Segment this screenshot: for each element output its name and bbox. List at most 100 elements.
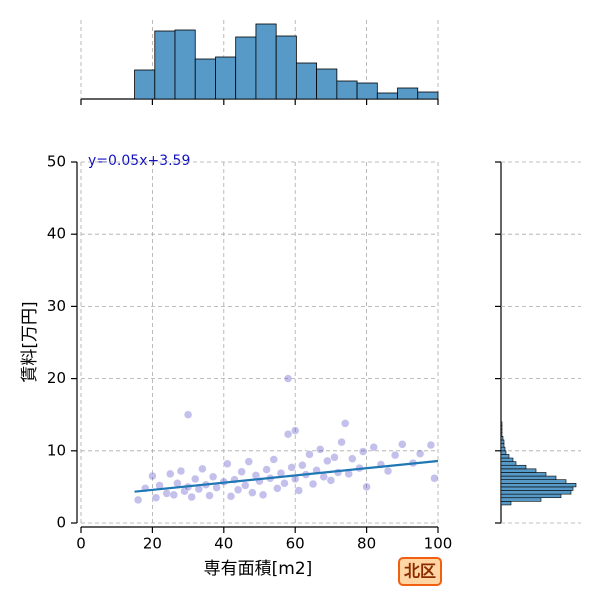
point: [248, 488, 257, 497]
point: [340, 419, 350, 428]
hist-bar: [255, 23, 277, 100]
y-tick-label: 10: [47, 441, 66, 459]
point: [305, 450, 314, 459]
point: [226, 492, 236, 501]
point: [283, 374, 293, 383]
point: [330, 453, 339, 462]
hist-bar: [500, 436, 504, 441]
hist-bar: [316, 68, 338, 100]
point: [323, 456, 332, 466]
point: [262, 465, 271, 474]
point: [166, 469, 175, 479]
hist-bar: [500, 482, 577, 488]
point: [273, 484, 282, 493]
point: [319, 472, 329, 482]
y-tick-label: 50: [47, 153, 66, 171]
point: [244, 457, 254, 466]
hist-bar: [500, 501, 512, 506]
y-tick-label: 40: [47, 225, 66, 243]
hist-bar: [500, 486, 574, 491]
y-tick-label: 0: [56, 514, 66, 532]
point: [169, 490, 179, 500]
x-tick-label: 100: [424, 535, 453, 553]
hist-bar: [174, 29, 196, 100]
point: [198, 464, 207, 474]
point: [237, 467, 246, 476]
x-tick-label: 60: [286, 535, 305, 553]
point: [183, 410, 193, 419]
point: [290, 426, 300, 435]
hist-bar: [500, 493, 562, 499]
point: [187, 492, 196, 502]
point: [205, 491, 214, 500]
point: [287, 463, 296, 472]
point: [383, 466, 393, 476]
hist-bar: [500, 468, 537, 473]
point: [208, 472, 218, 482]
hist-bar: [500, 475, 557, 480]
point: [151, 493, 161, 502]
hist-bar: [500, 450, 507, 455]
hist-bar: [500, 439, 505, 444]
x-tick-label: 40: [214, 535, 233, 553]
x-tick-label: 0: [76, 535, 86, 553]
fit-equation: y=0.05x+3.59: [88, 153, 190, 169]
point: [326, 476, 336, 485]
point: [308, 479, 318, 489]
point: [426, 440, 436, 450]
hist-bar: [336, 80, 358, 100]
badge: [398, 557, 442, 586]
x-axis-label: 専有面積[m2]: [204, 559, 313, 579]
hist-bar: [500, 425, 503, 430]
hist-bar: [500, 464, 527, 470]
hist-bar: [500, 497, 542, 502]
hist-bar: [500, 428, 503, 434]
fit-line: [134, 459, 439, 493]
hist-bar: [500, 461, 517, 466]
point: [358, 447, 368, 456]
point: [212, 483, 221, 492]
hist-bar: [500, 472, 547, 477]
hist-bar: [500, 443, 505, 448]
point: [233, 485, 243, 495]
hist-bar: [194, 58, 216, 100]
hist-bar: [417, 91, 439, 100]
point: [148, 471, 157, 481]
hist-bar: [500, 479, 567, 484]
hist-bar: [500, 454, 510, 459]
x-tick-label: 80: [357, 535, 376, 553]
hist-bar: [397, 87, 419, 100]
hist-bar: [235, 36, 257, 100]
hist-bar: [376, 92, 398, 100]
badge-text: 北区: [404, 562, 436, 581]
point: [415, 449, 425, 458]
point: [348, 454, 357, 463]
point: [190, 474, 200, 484]
y-axis-label: 賃料[万円]: [20, 301, 40, 382]
x-tick-label: 20: [143, 535, 162, 553]
point: [362, 482, 371, 492]
hist-bar: [215, 56, 237, 100]
point: [269, 455, 279, 464]
point: [369, 442, 378, 452]
point: [294, 486, 304, 495]
hist-bar: [500, 490, 572, 495]
point: [223, 459, 232, 469]
point: [280, 479, 289, 488]
point: [176, 466, 186, 476]
hist-bar: [500, 421, 503, 426]
hist-bar: [154, 30, 176, 100]
hist-bar: [134, 69, 156, 100]
point: [315, 445, 325, 454]
hist-bar: [500, 446, 506, 452]
point: [398, 440, 407, 449]
hist-bar: [275, 35, 297, 100]
hist-bar: [295, 62, 318, 100]
point: [283, 429, 293, 439]
point: [298, 460, 307, 470]
point: [133, 495, 143, 505]
point: [240, 481, 250, 490]
point: [258, 490, 268, 500]
point: [390, 450, 400, 460]
